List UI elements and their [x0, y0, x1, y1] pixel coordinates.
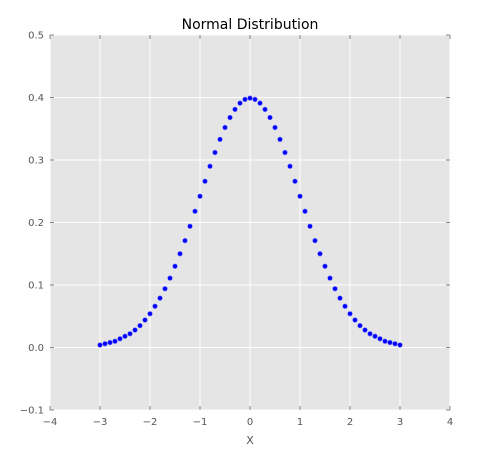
- x-tick-label: 2: [347, 417, 353, 428]
- data-point: [142, 317, 148, 323]
- data-point: [117, 336, 123, 342]
- data-point: [152, 303, 158, 309]
- data-point: [97, 342, 103, 348]
- y-tick-label: −0.1: [20, 406, 44, 417]
- data-point: [207, 163, 213, 169]
- axis-ticks: [49, 34, 451, 411]
- data-point: [392, 341, 398, 347]
- y-tick-label: 0.2: [28, 218, 44, 229]
- x-tick-label: −3: [93, 417, 108, 428]
- x-tick-label: −4: [43, 417, 58, 428]
- x-axis-label: X: [246, 434, 254, 447]
- data-point: [242, 96, 248, 102]
- data-point: [292, 178, 298, 184]
- data-point: [212, 149, 218, 156]
- data-point: [127, 331, 133, 337]
- data-point: [202, 178, 208, 184]
- data-point: [357, 323, 363, 329]
- data-point: [287, 163, 293, 169]
- data-point: [227, 114, 233, 121]
- y-tick-label: 0.5: [28, 31, 44, 42]
- data-point: [367, 331, 373, 337]
- y-tick-label: 0.4: [28, 93, 44, 104]
- data-point: [177, 251, 183, 257]
- data-point: [267, 114, 273, 121]
- data-point: [322, 263, 328, 269]
- y-tick-label: 0.0: [28, 343, 44, 354]
- data-point: [352, 317, 358, 323]
- data-point: [112, 338, 118, 344]
- chart-title: Normal Distribution: [182, 17, 319, 33]
- data-point: [107, 339, 113, 346]
- data-point: [362, 327, 368, 333]
- data-point: [337, 295, 343, 301]
- data-point: [222, 124, 228, 131]
- x-tick-label: 4: [447, 417, 453, 428]
- x-tick-label: 1: [297, 417, 303, 428]
- data-point: [272, 124, 278, 131]
- data-point: [132, 327, 138, 333]
- data-point: [382, 338, 388, 344]
- data-point: [232, 106, 238, 112]
- data-point: [137, 323, 143, 329]
- x-tick-label: −2: [143, 417, 158, 428]
- data-point: [147, 311, 153, 317]
- x-tick-label: 0: [247, 417, 253, 428]
- data-point: [237, 100, 243, 106]
- y-tick-label: 0.1: [28, 281, 44, 292]
- data-point: [372, 333, 378, 339]
- data-point: [122, 333, 128, 339]
- data-point: [332, 286, 338, 292]
- data-point: [257, 100, 263, 106]
- data-point: [197, 193, 203, 199]
- data-point: [347, 311, 353, 317]
- data-point: [262, 106, 268, 112]
- data-point: [297, 193, 303, 199]
- data-point: [252, 96, 258, 102]
- data-point: [162, 286, 168, 292]
- data-point: [342, 303, 348, 309]
- data-point: [307, 223, 313, 229]
- data-point: [327, 275, 333, 281]
- y-tick-label: 0.3: [28, 156, 44, 167]
- data-point: [317, 251, 323, 257]
- data-point: [277, 136, 283, 142]
- data-point: [172, 263, 178, 269]
- data-point: [302, 208, 308, 214]
- data-points: [97, 95, 403, 348]
- data-point: [312, 238, 318, 244]
- data-point: [102, 341, 108, 347]
- data-point: [187, 223, 193, 229]
- x-tick-label: −1: [193, 417, 208, 428]
- x-tick-label: 3: [397, 417, 403, 428]
- data-point: [157, 295, 163, 301]
- data-point: [282, 149, 288, 156]
- data-point: [192, 208, 198, 214]
- data-point: [247, 95, 253, 101]
- data-point: [217, 136, 223, 142]
- data-point: [397, 342, 403, 348]
- data-point: [387, 339, 393, 346]
- data-point: [182, 238, 188, 244]
- tick-labels: −4 −3 −2 −1 0 1 2 3 4 −0.1 0.0 0.1 0.2 0.3 0.4 0.5: [20, 31, 453, 429]
- data-point: [377, 336, 383, 342]
- data-point: [167, 275, 173, 281]
